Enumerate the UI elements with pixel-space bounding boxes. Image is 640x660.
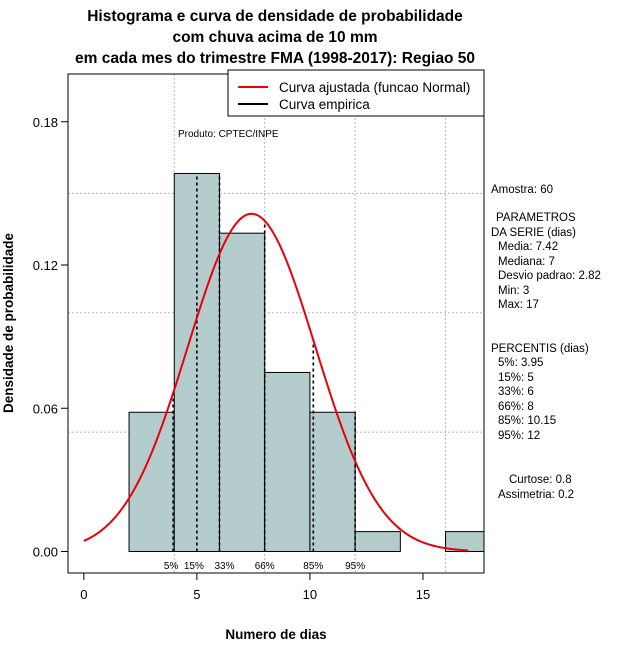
stat-median: Mediana: 7 [498, 256, 555, 268]
x-axis: 0 5 10 15 [80, 572, 430, 602]
params-title-line-2: DA SERIE (dias) [491, 227, 576, 239]
stat-sd: Desvio padrao: 2.82 [498, 270, 601, 282]
x-tick-label: 15 [416, 587, 430, 602]
chart-title-line-1: Histograma e curva de densidade de proba… [87, 8, 463, 25]
y-tick-label: 0.00 [33, 545, 58, 560]
legend-label-normal: Curva ajustada (funcao Normal) [279, 80, 470, 95]
y-axis-label: Densidade de probabilidade [1, 232, 16, 413]
percentile-label: 95% [345, 561, 365, 572]
x-tick-label: 0 [80, 587, 87, 602]
percentile-label: 5% [164, 561, 179, 572]
percentile-label: 33% [214, 561, 234, 572]
normal-curve-line [83, 212, 469, 552]
x-tick-label: 5 [193, 587, 200, 602]
percentile-lines [172, 173, 356, 552]
percentile-label: 85% [303, 561, 323, 572]
histogram-bar [264, 371, 311, 553]
y-tick-label: 0.06 [33, 401, 58, 416]
chart-title-line-3: em cada mes do trimestre FMA (1998-2017)… [75, 50, 475, 67]
histogram-bar [354, 531, 401, 553]
chart-title-line-2: com chuva acima de 10 mm [172, 29, 377, 46]
stat-min: Min: 3 [498, 285, 529, 297]
stat-mean: Media: 7.42 [498, 241, 558, 253]
percentil-15: 15%: 5 [498, 372, 534, 384]
percentil-66: 66%: 8 [498, 401, 534, 413]
y-axis: 0.00 0.06 0.12 0.18 [33, 115, 68, 560]
percentil-33: 33%: 6 [498, 386, 534, 398]
stats-panel: Amostra: 60 PARAMETROS DA SERIE (dias) M… [491, 184, 601, 501]
percentile-label: 66% [255, 561, 275, 572]
legend-box [227, 69, 485, 117]
percentil-95: 95%: 12 [498, 430, 540, 442]
params-title-line-1: PARAMETROS [496, 212, 576, 224]
histogram-bar [309, 411, 356, 553]
percentile-label: 15% [184, 561, 204, 572]
percentil-85: 85%: 10.15 [498, 415, 556, 427]
percentil-5: 5%: 3.95 [498, 357, 543, 369]
histogram-bar [128, 411, 175, 553]
x-axis-label: Numero de dias [225, 627, 326, 642]
legend-label-empirical: Curva empirica [279, 97, 370, 112]
y-tick-label: 0.18 [33, 115, 58, 130]
stat-kurtosis: Curtose: 0.8 [509, 474, 572, 486]
histogram-bar [218, 232, 266, 553]
percentile-labels: 5% 15% 33% 66% 85% 95% [164, 561, 365, 572]
histogram-bars [128, 172, 485, 553]
stat-max: Max: 17 [498, 299, 539, 311]
y-tick-label: 0.12 [33, 258, 58, 273]
legend: Curva ajustada (funcao Normal) Curva emp… [227, 69, 485, 117]
x-tick-label: 10 [303, 587, 317, 602]
stat-skewness: Assimetria: 0.2 [498, 489, 574, 501]
sample-size: Amostra: 60 [491, 184, 553, 196]
percentis-title: PERCENTIS (dias) [491, 343, 589, 355]
product-annotation: Produto: CPTEC/INPE [178, 129, 279, 140]
